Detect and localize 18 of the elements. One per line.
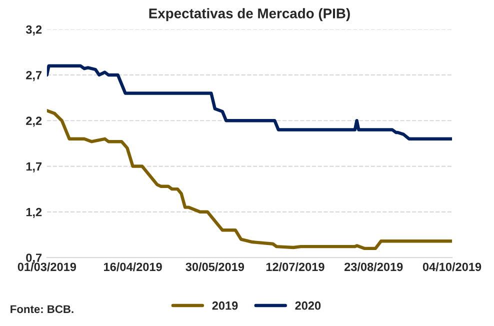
x-tick-label: 23/08/2019 xyxy=(344,262,403,272)
line-series xyxy=(46,64,452,140)
x-tick-label: 12/07/2019 xyxy=(266,262,324,272)
x-tick-label: 01/03/2019 xyxy=(18,262,76,272)
chart-title: Expectativas de Mercado (PIB) xyxy=(149,8,350,22)
y-tick-label: 2,2 xyxy=(26,116,42,127)
y-tick-label: 3,2 xyxy=(26,25,42,36)
x-tick-label: 30/05/2019 xyxy=(186,262,244,272)
y-tick-label: 1,7 xyxy=(26,162,42,172)
y-tick-label: 1,2 xyxy=(26,208,42,218)
y-tick-label: 0,7 xyxy=(26,254,42,264)
x-tick-label: 16/04/2019 xyxy=(104,262,162,272)
legend-label: 2019 xyxy=(212,301,238,310)
y-tick-label: 2,7 xyxy=(26,71,42,82)
x-tick-label: 04/10/2019 xyxy=(422,262,482,272)
line-series xyxy=(46,108,452,250)
legend-label: 2020 xyxy=(295,301,321,310)
source-note: Fonte: BCB. xyxy=(10,305,74,314)
